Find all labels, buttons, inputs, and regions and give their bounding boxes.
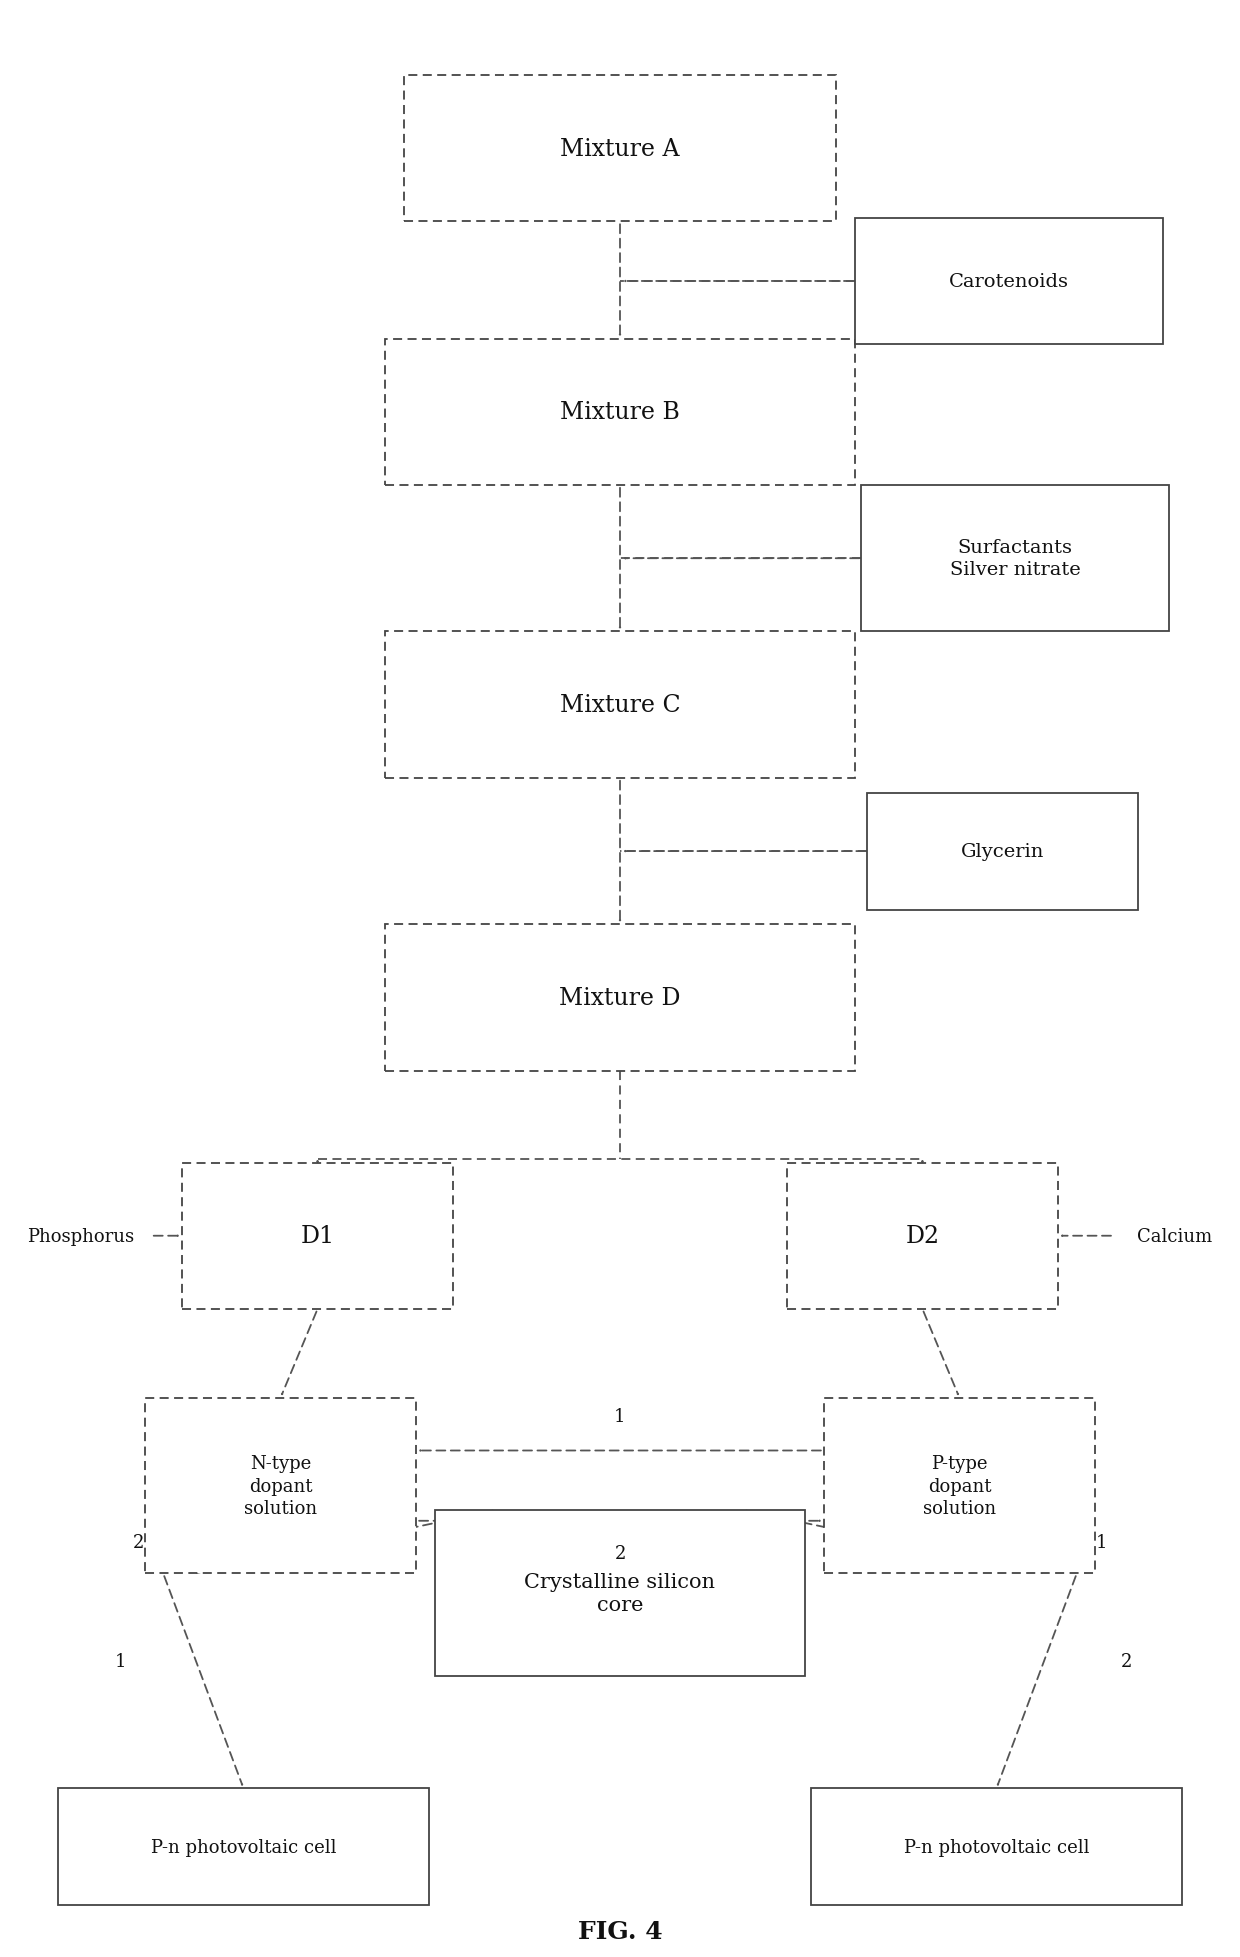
Text: 1: 1: [614, 1407, 626, 1425]
Text: D1: D1: [300, 1225, 335, 1247]
Text: Surfactants
Silver nitrate: Surfactants Silver nitrate: [950, 538, 1080, 579]
FancyBboxPatch shape: [867, 793, 1138, 910]
FancyBboxPatch shape: [861, 485, 1169, 632]
Text: Mixture A: Mixture A: [560, 137, 680, 160]
FancyBboxPatch shape: [145, 1397, 417, 1573]
Text: Mixture C: Mixture C: [559, 695, 681, 716]
FancyBboxPatch shape: [823, 1397, 1095, 1573]
Text: 1: 1: [114, 1652, 125, 1671]
FancyBboxPatch shape: [182, 1162, 454, 1309]
FancyBboxPatch shape: [854, 219, 1163, 344]
Text: FIG. 4: FIG. 4: [578, 1918, 662, 1943]
FancyBboxPatch shape: [811, 1789, 1182, 1906]
FancyBboxPatch shape: [386, 632, 854, 779]
FancyBboxPatch shape: [386, 339, 854, 485]
Text: D2: D2: [905, 1225, 940, 1247]
Text: Phosphorus: Phosphorus: [27, 1227, 135, 1245]
FancyBboxPatch shape: [435, 1511, 805, 1675]
Text: 2: 2: [1121, 1652, 1132, 1671]
Text: 1: 1: [1096, 1532, 1107, 1552]
Text: P-n photovoltaic cell: P-n photovoltaic cell: [151, 1838, 336, 1855]
Text: Calcium: Calcium: [1137, 1227, 1213, 1245]
FancyBboxPatch shape: [386, 926, 854, 1070]
FancyBboxPatch shape: [58, 1789, 429, 1906]
FancyBboxPatch shape: [404, 76, 836, 223]
FancyBboxPatch shape: [786, 1162, 1058, 1309]
Text: N-type
dopant
solution: N-type dopant solution: [244, 1454, 317, 1517]
Text: Crystalline silicon
core: Crystalline silicon core: [525, 1571, 715, 1615]
Text: Mixture D: Mixture D: [559, 986, 681, 1010]
Text: Glycerin: Glycerin: [961, 843, 1044, 861]
Text: P-n photovoltaic cell: P-n photovoltaic cell: [904, 1838, 1089, 1855]
Text: P-type
dopant
solution: P-type dopant solution: [923, 1454, 996, 1517]
Text: Carotenoids: Carotenoids: [949, 272, 1069, 292]
Text: 2: 2: [133, 1532, 144, 1552]
Text: 2: 2: [614, 1544, 626, 1562]
Text: Mixture B: Mixture B: [560, 401, 680, 425]
